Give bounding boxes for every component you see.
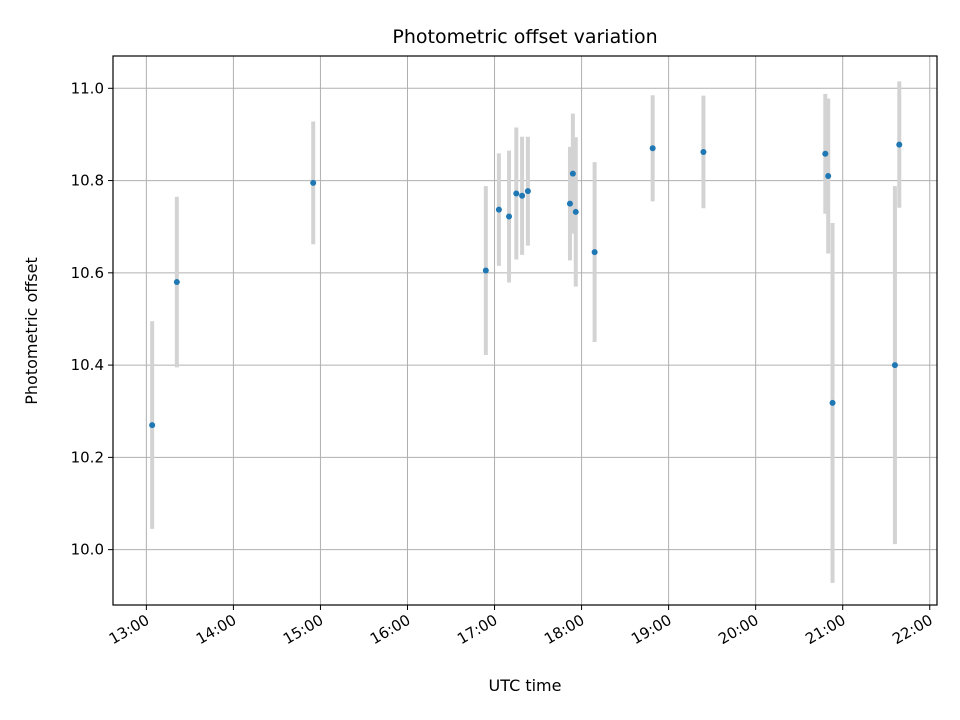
plot-frame [112, 55, 938, 606]
data-point [829, 399, 836, 406]
data-points [149, 141, 903, 429]
y-tick-label: 10.6 [71, 264, 104, 282]
chart-title: Photometric offset variation [392, 26, 657, 48]
grid [113, 56, 937, 605]
data-point [495, 206, 502, 213]
y-axis-label: Photometric offset [22, 257, 41, 405]
data-point [569, 170, 576, 177]
data-point [591, 249, 598, 256]
data-point [173, 279, 180, 286]
data-point [513, 190, 520, 197]
y-tick-label: 10.4 [71, 356, 104, 374]
data-point [519, 192, 526, 199]
y-tick-label: 10.2 [71, 448, 104, 466]
data-point [310, 179, 317, 186]
data-point [822, 150, 829, 157]
data-point [649, 145, 656, 152]
data-point [896, 141, 903, 148]
data-point [149, 422, 156, 429]
data-point [891, 362, 898, 369]
data-point [825, 172, 832, 179]
y-tick-label: 11.0 [71, 79, 104, 97]
data-point [572, 208, 579, 215]
y-tick-label: 10.0 [71, 541, 104, 559]
y-tick-label: 10.8 [71, 172, 104, 190]
data-point [524, 188, 531, 195]
data-point [566, 200, 573, 207]
data-point [482, 267, 489, 274]
x-axis-label: UTC time [489, 676, 562, 695]
data-point [700, 148, 707, 155]
data-point [506, 213, 513, 220]
